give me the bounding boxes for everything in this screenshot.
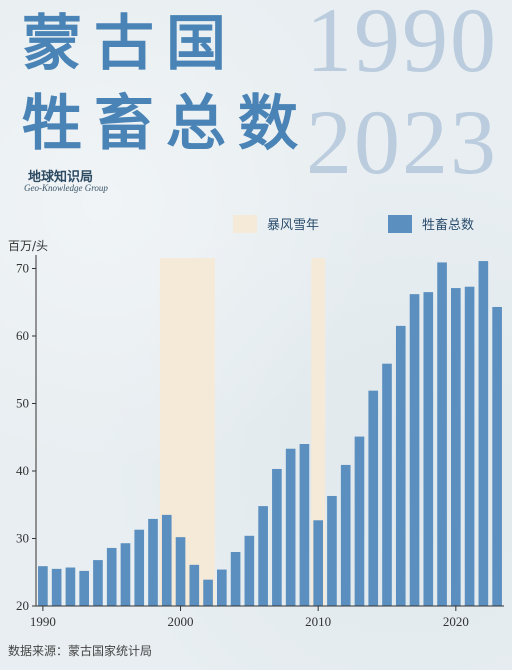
bar-2006 (258, 506, 268, 606)
y-tick-label: 20 (16, 598, 29, 613)
bar-2017 (409, 294, 420, 606)
bar-2015 (382, 363, 392, 606)
bar-2000 (175, 537, 186, 606)
legend-item-blizzard: 暴风雪年 (233, 214, 319, 233)
bar-1994 (93, 560, 103, 606)
brand-name: 地球知识局 (28, 170, 94, 185)
bar-2023 (492, 306, 502, 606)
bar-1993 (79, 570, 89, 606)
y-axis-unit-label: 百万/头 (8, 239, 49, 253)
bar-2021 (464, 286, 475, 606)
legend-label-total: 牲畜总数 (422, 218, 475, 233)
title-line-2: 牲畜总数 (22, 89, 310, 159)
y-tick-label: 60 (16, 328, 29, 343)
bar-2022 (478, 261, 489, 606)
bar-2005 (244, 535, 255, 606)
x-tick-label: 2020 (443, 614, 469, 629)
legend-swatch-blizzard (233, 214, 257, 233)
year-end-watermark: 2023 (306, 91, 498, 193)
bar-2008 (285, 448, 296, 606)
x-tick-label: 1990 (30, 614, 56, 629)
bar-1992 (65, 567, 76, 606)
bar-2020 (451, 288, 461, 606)
bar-1996 (120, 543, 131, 606)
year-start-watermark: 1990 (306, 0, 498, 91)
title-line-1: 蒙古国 (22, 9, 238, 79)
bar-1991 (51, 568, 62, 606)
x-tick-label: 2000 (168, 614, 194, 629)
bar-2003 (217, 569, 227, 606)
brand-english-name: Geo-Knowledge Group (24, 183, 108, 193)
y-tick-label: 70 (16, 261, 29, 276)
y-tick-label: 30 (16, 531, 29, 546)
bar-1997 (134, 529, 145, 606)
blizzard-period-band (311, 258, 326, 606)
bar-2012 (340, 464, 351, 606)
bar-2016 (395, 325, 406, 606)
x-tick-label: 2010 (305, 614, 331, 629)
bar-1995 (106, 547, 117, 606)
bar-2004 (230, 552, 241, 606)
bar-2007 (272, 468, 282, 606)
y-tick-label: 50 (16, 396, 29, 411)
bar-2018 (423, 292, 434, 606)
bar-2009 (299, 444, 310, 606)
bar-2011 (327, 495, 337, 606)
bar-2014 (368, 390, 379, 606)
data-source-note: 数据来源：蒙古国家统计局 (8, 644, 153, 658)
bar-1998 (148, 518, 158, 606)
bar-2019 (437, 262, 447, 606)
y-tick-label: 40 (16, 463, 29, 478)
bar-2002 (203, 579, 213, 606)
bar-2001 (189, 564, 200, 606)
legend-swatch-total (388, 214, 412, 233)
bar-2013 (354, 436, 365, 606)
legend-item-total: 牲畜总数 (388, 214, 474, 233)
legend-label-blizzard: 暴风雪年 (267, 218, 320, 233)
bar-1999 (161, 514, 172, 606)
bar-1990 (38, 566, 48, 606)
bar-2010 (313, 520, 323, 606)
